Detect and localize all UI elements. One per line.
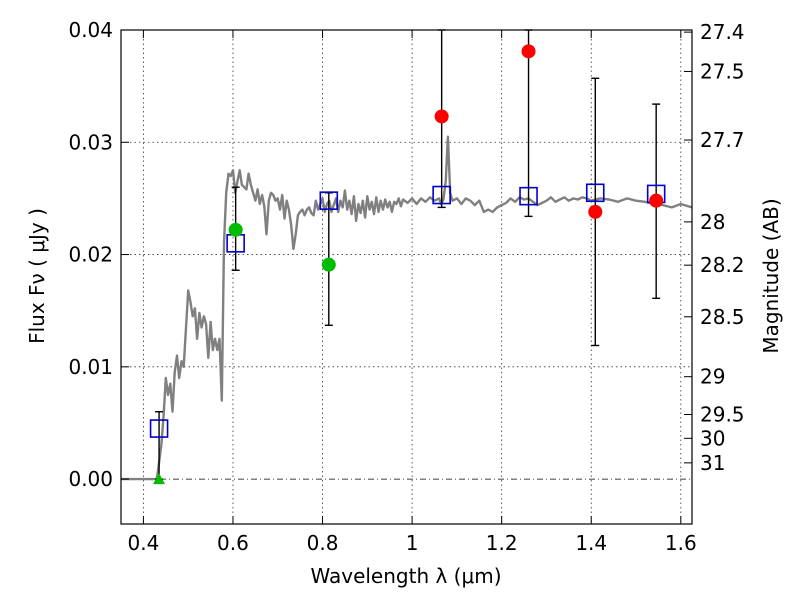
model-square-marker [432, 185, 451, 205]
right-tick-label: 27.4 [700, 20, 745, 44]
model-photometry-layer [149, 183, 666, 438]
plot-frame-layer [120, 29, 693, 525]
right-tick-label: 31 [700, 451, 725, 475]
x-tick-label: 0.8 [307, 531, 339, 555]
x-tick-label: 0.6 [217, 531, 249, 555]
observed-flux-marker [521, 44, 536, 59]
right-tick-label: 28 [700, 210, 725, 234]
template-spectrum-line [121, 135, 693, 481]
y-tick-label: 0.01 [68, 355, 113, 379]
y-tick-label: 0.02 [68, 243, 113, 267]
plot-frame [120, 29, 693, 525]
model-square-marker [149, 419, 169, 438]
y-tick-label: 0.03 [68, 130, 113, 154]
template-spectrum-layer [121, 135, 693, 481]
x-axis-title: Wavelength λ (μm) [310, 564, 501, 588]
right-tick-label: 28.5 [700, 305, 745, 329]
y-tick-label: 0.00 [68, 467, 113, 491]
right-tick-label: 28.2 [700, 253, 745, 277]
x-tick-label: 1.2 [486, 531, 518, 555]
observed-flux-marker [588, 204, 603, 219]
observed-flux-marker [434, 109, 449, 124]
x-tick-label: 0.4 [127, 531, 159, 555]
right-axis-title: Magnitude (AB) [759, 198, 783, 353]
right-tick-label: 30 [700, 426, 725, 450]
observed-flux-marker [649, 193, 664, 208]
model-square-marker [519, 186, 538, 206]
observed-flux-marker [228, 222, 243, 237]
y-axis-title: Flux Fν ( μJy ) [25, 208, 49, 344]
right-tick-label: 27.7 [700, 128, 745, 152]
observed-photometry-layer [153, 44, 664, 485]
x-tick-label: 1 [406, 531, 419, 555]
y-tick-label: 0.04 [68, 18, 113, 42]
model-square-marker [585, 183, 605, 203]
x-tick-label: 1.6 [665, 531, 697, 555]
model-square-marker [319, 191, 339, 210]
right-tick-label: 27.5 [700, 59, 745, 83]
x-tick-label: 1.4 [575, 531, 607, 555]
observed-upper-limit-marker [153, 473, 166, 485]
right-tick-label: 29.5 [700, 402, 745, 426]
observed-flux-marker [321, 257, 336, 272]
tick-layer: 0.4 0.6 0.8 1 1.2 1.4 1.6 0.00 0.01 0.02 0.03 0.04 2… [68, 18, 744, 555]
errorbar-layer [155, 29, 661, 480]
right-tick-label: 29 [700, 365, 725, 389]
grid-layer [121, 29, 692, 524]
